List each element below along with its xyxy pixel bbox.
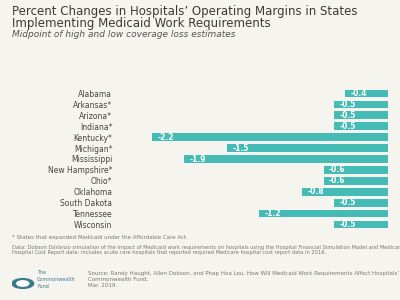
Bar — [259, 210, 388, 218]
Text: -0.4: -0.4 — [350, 89, 367, 98]
Text: -0.5: -0.5 — [340, 111, 356, 120]
Text: -1.9: -1.9 — [190, 154, 206, 164]
Text: Source: Randy Haught, Allen Dobson, and Phap Hoa Lou. How Will Medicaid Work Req: Source: Randy Haught, Allen Dobson, and … — [88, 272, 400, 288]
Bar — [184, 155, 388, 163]
Bar — [334, 220, 388, 228]
Text: -0.6: -0.6 — [329, 165, 346, 174]
Bar — [334, 100, 388, 108]
Text: The
Commonwealth
Fund: The Commonwealth Fund — [37, 270, 76, 289]
Text: -1.2: -1.2 — [265, 209, 281, 218]
Text: -0.8: -0.8 — [308, 187, 324, 196]
Bar — [302, 188, 388, 196]
Bar — [334, 122, 388, 130]
Bar — [334, 199, 388, 207]
Text: Midpoint of high and low coverage loss estimates: Midpoint of high and low coverage loss e… — [12, 30, 236, 39]
Text: -0.6: -0.6 — [329, 176, 346, 185]
Bar — [227, 144, 388, 152]
Text: -0.5: -0.5 — [340, 122, 356, 131]
Text: Percent Changes in Hospitals’ Operating Margins in States: Percent Changes in Hospitals’ Operating … — [12, 4, 358, 17]
Text: Implementing Medicaid Work Requirements: Implementing Medicaid Work Requirements — [12, 16, 271, 29]
Bar — [334, 111, 388, 119]
Bar — [324, 166, 388, 174]
Text: -1.5: -1.5 — [232, 144, 249, 153]
Text: -0.5: -0.5 — [340, 198, 356, 207]
Bar — [324, 177, 388, 185]
Text: -0.5: -0.5 — [340, 220, 356, 229]
Circle shape — [17, 281, 29, 286]
Text: * States that expanded Medicaid under the Affordable Care Act.: * States that expanded Medicaid under th… — [12, 236, 188, 241]
Text: -0.5: -0.5 — [340, 100, 356, 109]
Circle shape — [12, 279, 34, 288]
Text: Data: Dobson DaVanzo simulation of the impact of Medicaid work requirements on h: Data: Dobson DaVanzo simulation of the i… — [12, 244, 400, 255]
Bar — [152, 133, 388, 141]
Text: -2.2: -2.2 — [158, 133, 174, 142]
Bar — [345, 90, 388, 98]
